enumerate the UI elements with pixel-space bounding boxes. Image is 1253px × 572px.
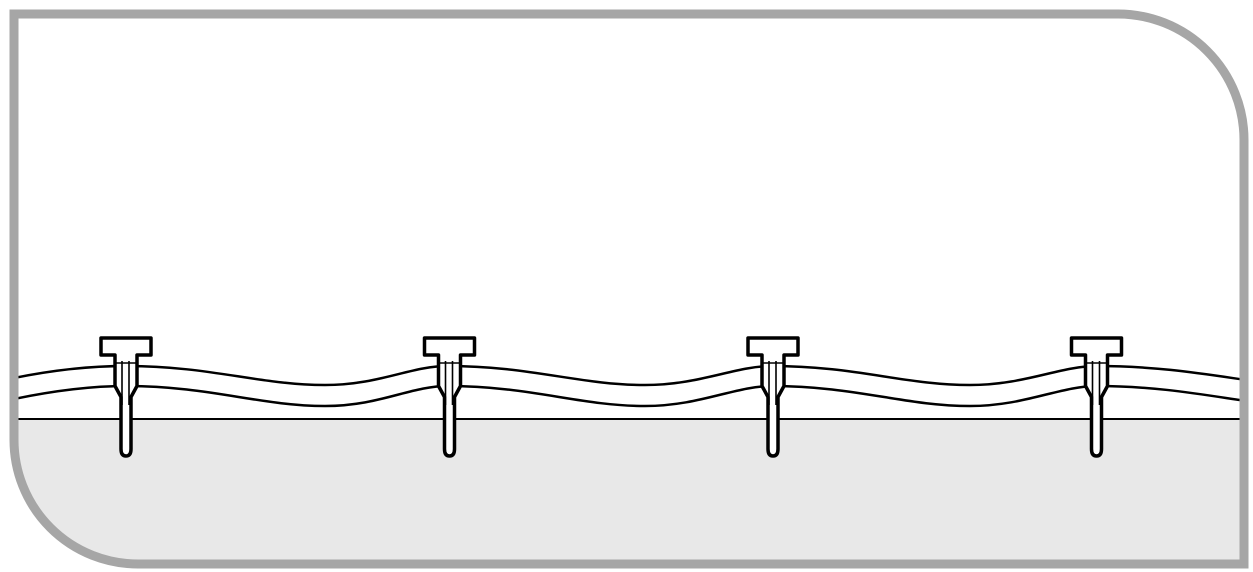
ground-area <box>14 419 1244 564</box>
tubing-lower-edge <box>14 384 1244 408</box>
tubing-upper-edge <box>14 364 1244 387</box>
diagram-frame <box>9 9 1249 569</box>
